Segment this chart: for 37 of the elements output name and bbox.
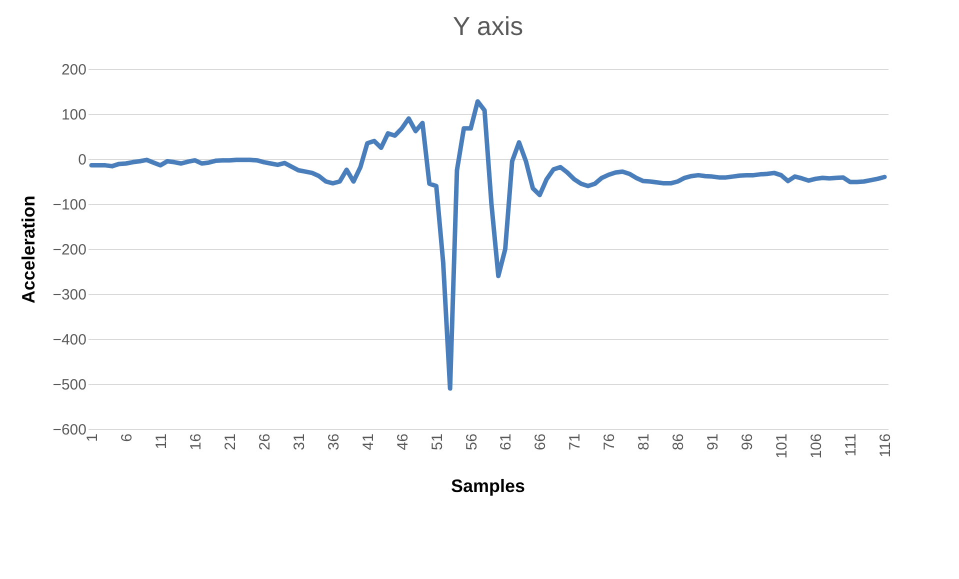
x-tick-label: 46	[394, 434, 412, 450]
x-axis-title: Samples	[450, 476, 526, 496]
y-tick-label: 100	[61, 106, 86, 124]
y-tick-label: −500	[52, 376, 86, 394]
x-tick-label: 56	[463, 434, 480, 450]
line-series	[89, 99, 887, 391]
y-tick-label: 0	[78, 152, 86, 168]
x-tick-label: 11	[152, 434, 170, 450]
x-tick-label: 111	[842, 434, 860, 456]
y-tick-label: −200	[52, 242, 86, 258]
x-tick-label: 36	[325, 434, 342, 450]
y-tick-label: −300	[52, 286, 86, 304]
y-tick-label: −100	[52, 196, 86, 214]
x-tick-label: 71	[566, 434, 584, 450]
x-tick-label: 51	[428, 434, 446, 450]
x-tick-label: 81	[636, 434, 653, 450]
x-tick-label: 76	[601, 434, 618, 450]
x-tick-label: 61	[498, 434, 515, 450]
chart-title: Y axis	[452, 11, 524, 41]
y-tick-label: −400	[52, 332, 86, 348]
x-tick-label: 91	[704, 434, 722, 450]
y-tick-label: −600	[52, 422, 86, 438]
x-tick-label: 86	[670, 434, 688, 450]
y-tick-label: 200	[61, 62, 86, 78]
x-tick-label: 41	[360, 434, 377, 450]
x-tick-label: 26	[256, 434, 274, 450]
x-tick-label: 66	[532, 434, 550, 450]
x-tick-label: 16	[187, 434, 204, 450]
x-tick-label: 31	[290, 434, 308, 450]
x-tick-label: 96	[739, 434, 756, 450]
x-tick-label: 1	[84, 434, 101, 442]
x-tick-label: 116	[877, 434, 894, 458]
x-tick-label: 101	[774, 434, 791, 459]
x-tick-label: 6	[118, 434, 136, 442]
y-axis-title: Acceleration	[18, 195, 39, 304]
x-tick-label: 106	[808, 434, 826, 459]
x-tick-label: 21	[222, 434, 239, 450]
